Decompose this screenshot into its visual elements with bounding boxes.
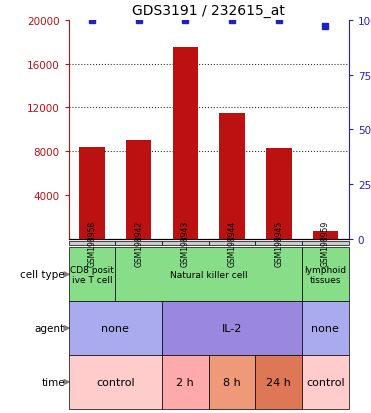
Text: 2 h: 2 h [177,377,194,387]
Bar [266,149,292,240]
Text: time: time [41,377,65,387]
Text: 8 h: 8 h [223,377,241,387]
Bar [126,141,151,240]
Text: none: none [101,323,129,333]
Text: IL-2: IL-2 [222,323,242,333]
Bar [312,232,338,240]
Bar [79,147,105,240]
Text: GSM198943: GSM198943 [181,221,190,267]
Text: GSM198958: GSM198958 [88,221,96,267]
Text: GSM198944: GSM198944 [227,221,237,267]
Text: agent: agent [35,323,65,333]
Text: Natural killer cell: Natural killer cell [170,270,247,279]
Bar [173,48,198,240]
Text: control: control [306,377,345,387]
Text: GSM198945: GSM198945 [274,221,283,267]
Text: CD8 posit
ive T cell: CD8 posit ive T cell [70,265,114,284]
Text: 24 h: 24 h [266,377,291,387]
Text: none: none [312,323,339,333]
Text: control: control [96,377,135,387]
Text: GSM198942: GSM198942 [134,221,143,267]
Title: GDS3191 / 232615_at: GDS3191 / 232615_at [132,4,285,18]
Text: GSM198959: GSM198959 [321,221,330,267]
Text: cell type: cell type [20,270,65,280]
Text: lymphoid
tissues: lymphoid tissues [304,265,347,284]
Bar [219,114,245,240]
